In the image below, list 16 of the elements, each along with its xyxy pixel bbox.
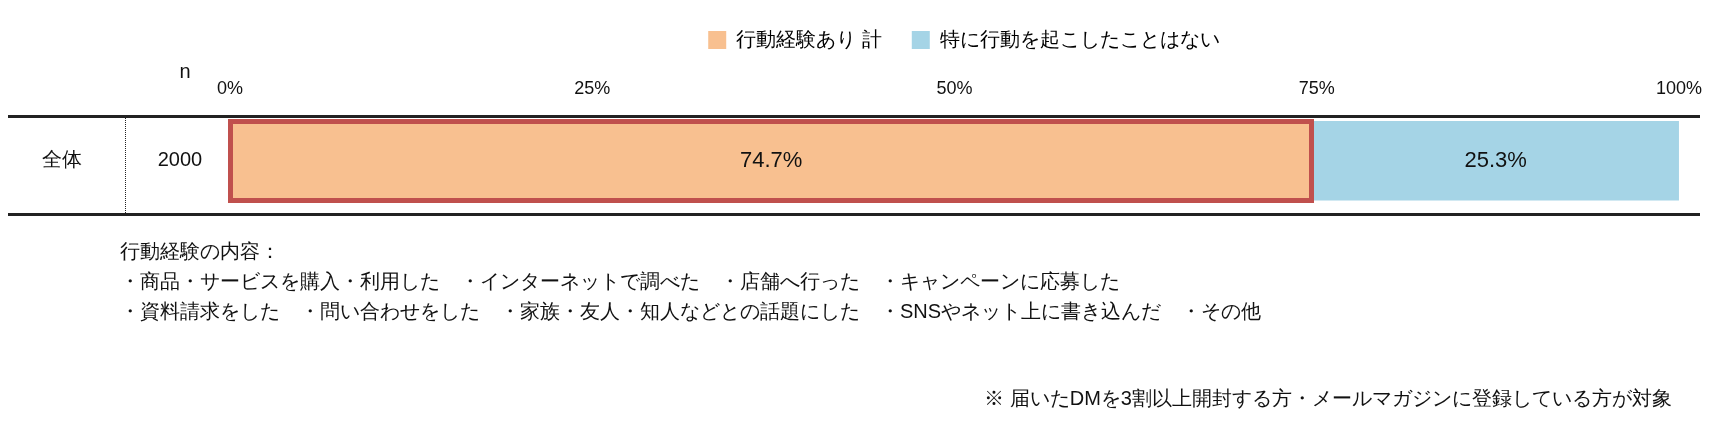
x-tick-label: 0%	[216, 77, 244, 98]
x-tick-label: 50%	[936, 77, 973, 98]
text: ・商品・サービスを購入・利用した ・インターネットで調べた ・店舗へ行った ・キャンペーンに応募した	[120, 269, 1120, 294]
legend-label: 行動経験あり 計	[736, 27, 882, 50]
text: 行動経験の内容：	[120, 239, 280, 264]
data-label: 74.7%	[740, 146, 803, 172]
x-tick-label: 100%	[1655, 77, 1702, 98]
x-tick-label: 75%	[1298, 77, 1335, 98]
y-tick-label: 全体	[42, 148, 82, 171]
text: n	[179, 59, 191, 82]
x-tick-label: 25%	[574, 77, 611, 98]
data-label: 25.3%	[1464, 146, 1527, 172]
text: 2000	[157, 148, 203, 171]
text: ※ 届いたDMを3割以上開封する方・メールマガジンに登録している方が対象	[984, 386, 1672, 411]
legend-label: 特に行動を起こしたことはない	[939, 27, 1220, 50]
text: ・資料請求をした ・問い合わせをした ・家族・友人・知人などとの話題にした ・SNSやネット上に書き込んだ ・その他	[120, 299, 1262, 324]
